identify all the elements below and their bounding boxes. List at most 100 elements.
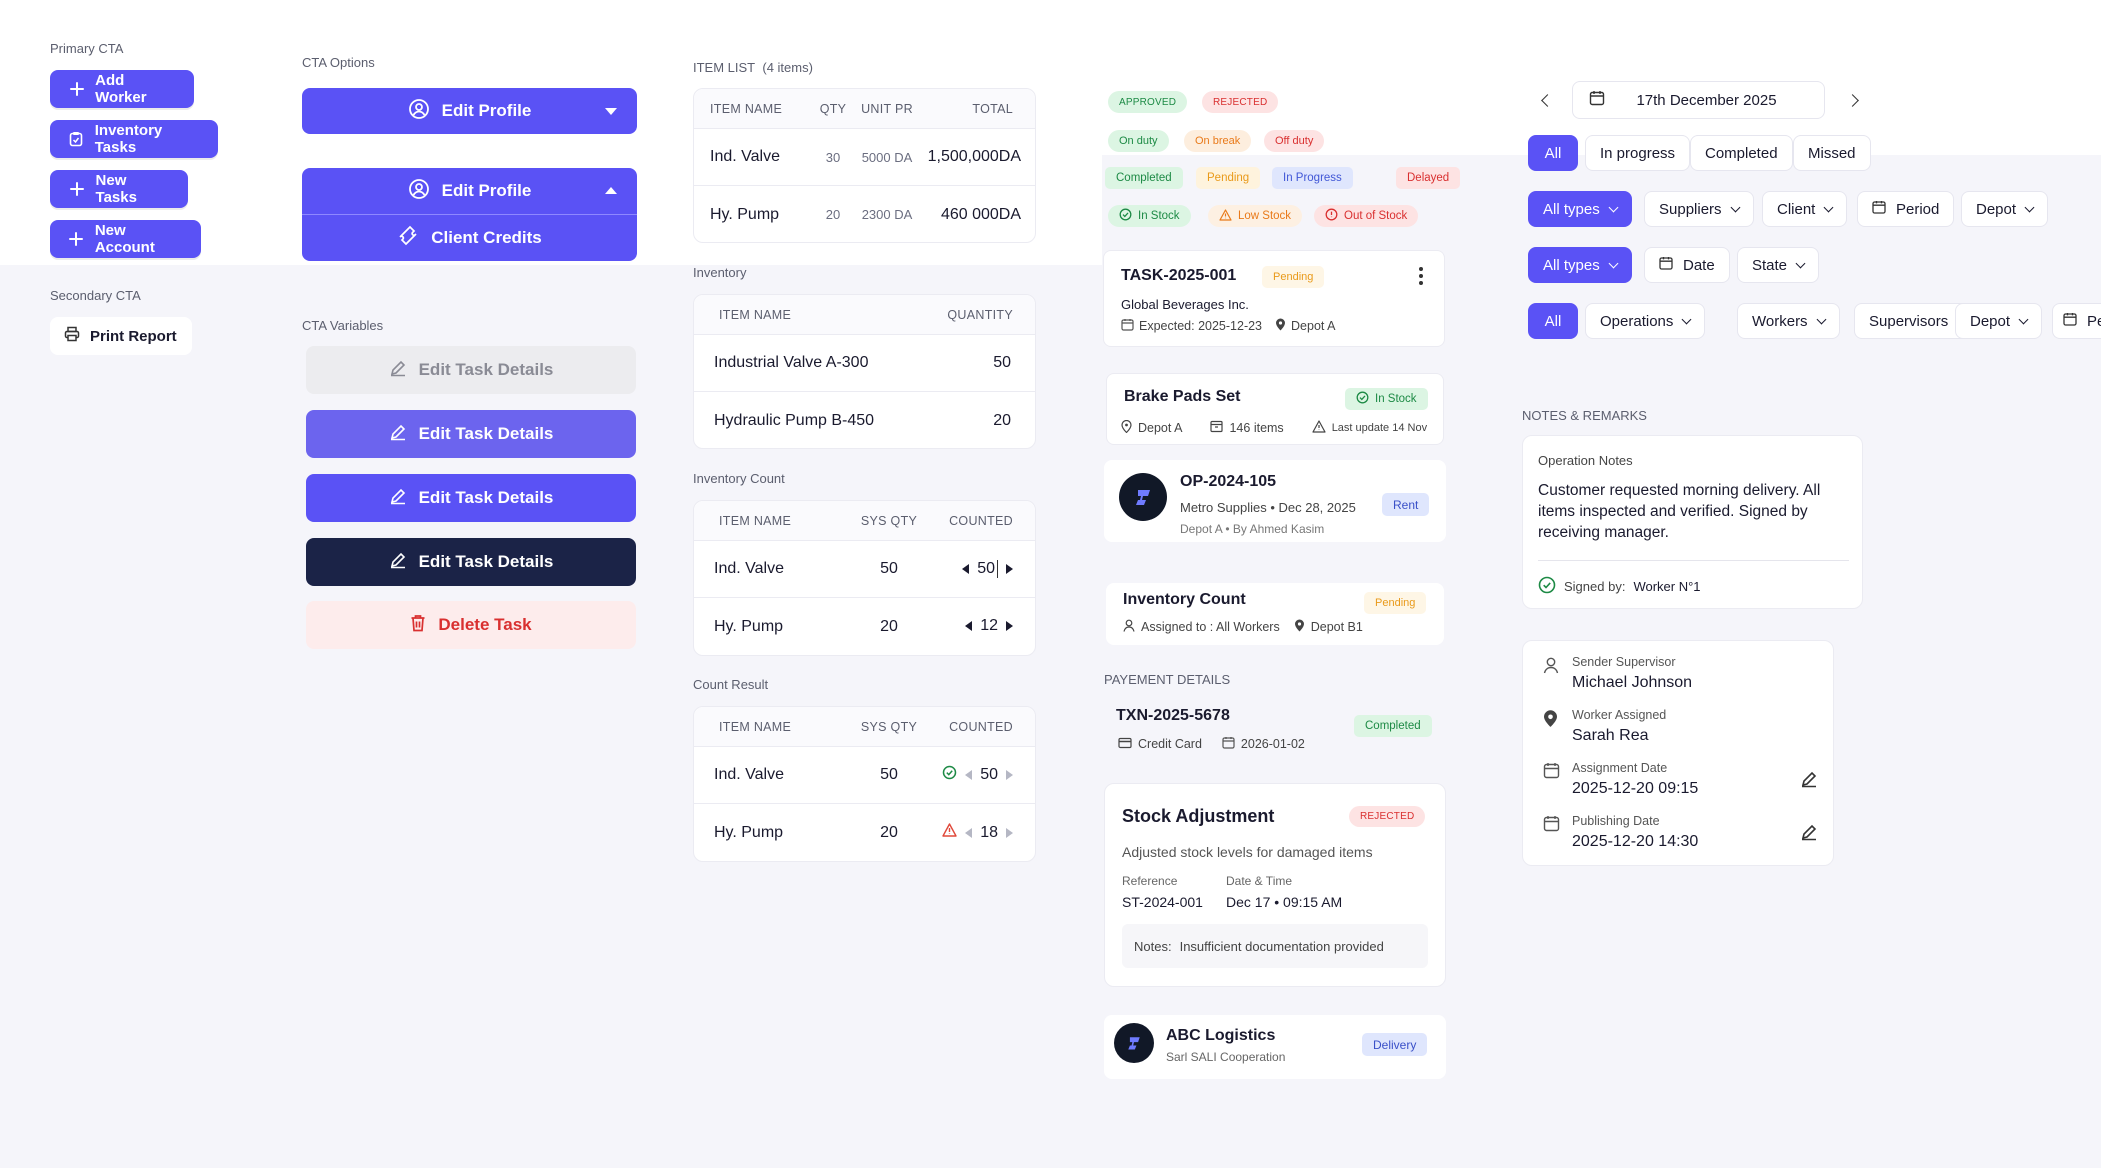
new-tasks-button[interactable]: New Tasks [50, 170, 188, 208]
increment-arrow-icon[interactable] [1006, 621, 1013, 631]
warning-icon [942, 823, 957, 842]
table-row[interactable]: Ind. Valve 50 50 [694, 541, 1035, 598]
filter-all-2[interactable]: All [1528, 303, 1578, 339]
filter-in-progress[interactable]: In progress [1585, 135, 1691, 171]
edit-profile-dropdown-open[interactable]: Edit Profile [302, 168, 637, 214]
table-row[interactable]: Industrial Valve A-300 50 [694, 335, 1035, 392]
table-row[interactable]: Ind. Valve 50 50 [694, 747, 1035, 804]
count-result-table: ITEM NAME SYS QTY COUNTED Ind. Valve 50 … [693, 706, 1036, 862]
task-card[interactable]: TASK-2025-001 Pending Global Beverages I… [1103, 250, 1445, 347]
counted-stepper[interactable]: 12 [965, 617, 1013, 635]
inventory-count-title: Inventory Count [693, 471, 785, 486]
credit-card-icon [1118, 737, 1132, 752]
filter-completed[interactable]: Completed [1690, 135, 1793, 171]
edit-task-disabled-button[interactable]: Edit Task Details [306, 346, 636, 394]
table-row[interactable]: Hy. Pump 20 2300 DA 460 000DA [694, 186, 1035, 243]
stock-card[interactable]: Brake Pads Set In Stock Depot A 146 item… [1106, 373, 1444, 445]
cell-name: Hy. Pump [714, 617, 784, 635]
filter-period-2[interactable]: Pe [2052, 303, 2101, 339]
more-vertical-icon[interactable] [1411, 265, 1431, 287]
filter-all[interactable]: All [1528, 135, 1578, 171]
counted-value[interactable]: 12 [980, 617, 998, 634]
filter-workers[interactable]: Workers [1737, 303, 1840, 339]
filter-client[interactable]: Client [1762, 191, 1848, 227]
payment-id: TXN-2025-5678 [1116, 707, 1230, 724]
table-row[interactable]: Ind. Valve 30 5000 DA 1,500,000DA [694, 129, 1035, 186]
filter-all-types[interactable]: All types [1528, 191, 1632, 227]
notes-divider [1538, 560, 1849, 561]
pencil-icon [389, 359, 407, 382]
edit-task-pressed-button[interactable]: Edit Task Details [306, 538, 636, 586]
chip-label: Pe [2087, 312, 2101, 330]
decrement-arrow-icon [965, 770, 973, 780]
counted-stepper[interactable]: 50 [962, 559, 1013, 578]
payment-date: 2026-01-02 [1240, 737, 1305, 751]
add-worker-button[interactable]: Add Worker [50, 70, 194, 108]
header-item-name: ITEM NAME [719, 719, 792, 734]
edit-profile-dropdown-closed[interactable]: Edit Profile [302, 88, 637, 134]
filter-missed[interactable]: Missed [1793, 135, 1871, 171]
chevron-down-icon [1795, 258, 1806, 268]
decrement-arrow-icon[interactable] [962, 563, 970, 574]
payment-card[interactable]: TXN-2025-5678 Completed Credit Card 2026… [1104, 697, 1446, 761]
chip-label: All types [1543, 256, 1600, 274]
cell-qty: 20 [825, 207, 841, 222]
new-account-button[interactable]: New Account [50, 220, 201, 258]
decrement-arrow-icon[interactable] [965, 621, 973, 631]
notes-section-label: NOTES & REMARKS [1522, 408, 1647, 423]
table-row[interactable]: Hy. Pump 20 12 [694, 598, 1035, 655]
chevron-down-icon [1730, 202, 1740, 212]
next-date-button[interactable] [1842, 87, 1862, 113]
delete-task-button[interactable]: Delete Task [306, 601, 636, 649]
date-picker[interactable]: 17th December 2025 [1572, 81, 1825, 119]
filter-suppliers[interactable]: Suppliers [1644, 191, 1754, 227]
new-tasks-label: New Tasks [95, 172, 137, 206]
inventory-tasks-button[interactable]: Inventory Tasks [50, 120, 218, 158]
inventory-table: ITEM NAME QUANTITY Industrial Valve A-30… [693, 294, 1036, 449]
filter-period[interactable]: Period [1857, 191, 1955, 227]
edit-task-hover-button[interactable]: Edit Task Details [306, 410, 636, 458]
filter-all-types-2[interactable]: All types [1528, 247, 1632, 283]
table-row[interactable]: Hydraulic Pump B-450 20 [694, 392, 1035, 449]
delayed-badge: Delayed [1396, 167, 1461, 189]
edit-task-pressed-label: Edit Task Details [418, 552, 554, 571]
inventory-count-card[interactable]: Inventory Count Pending Assigned to : Al… [1106, 583, 1444, 645]
edit-pencil-icon[interactable] [1800, 770, 1818, 793]
pencil-icon [389, 487, 407, 510]
check-circle-icon [1119, 208, 1132, 224]
stock-adjustment-card[interactable]: Stock Adjustment REJECTED Adjusted stock… [1104, 783, 1446, 987]
calendar-icon [1872, 200, 1886, 218]
table-row[interactable]: Hy. Pump 20 18 [694, 804, 1035, 861]
task-id: TASK-2025-001 [1121, 267, 1237, 284]
filter-operations[interactable]: Operations [1585, 303, 1706, 339]
filter-date[interactable]: Date [1644, 247, 1730, 283]
chevron-down-icon [2024, 202, 2035, 212]
cta-options-label: CTA Options [302, 55, 375, 70]
increment-arrow-icon[interactable] [1006, 563, 1013, 574]
edit-pencil-icon[interactable] [1800, 823, 1818, 846]
count-card-assigned: Assigned to : All Workers [1141, 620, 1280, 634]
chevron-down-icon [1823, 202, 1834, 212]
check-circle-icon [1538, 576, 1556, 597]
filter-state[interactable]: State [1737, 247, 1820, 283]
notes-value: Insufficient documentation provided [1179, 938, 1384, 954]
on-break-badge: On break [1184, 130, 1252, 152]
company-card[interactable]: ABC Logistics Sarl SALI Cooperation Deli… [1104, 1015, 1446, 1079]
counted-value[interactable]: 50 [977, 559, 998, 578]
operation-card[interactable]: OP-2024-105 Metro Supplies • Dec 28, 202… [1104, 460, 1446, 542]
print-report-button[interactable]: Print Report [50, 317, 192, 355]
item-list-table: ITEM NAME QTY UNIT PR TOTAL Ind. Valve 3… [693, 88, 1036, 243]
client-credits-option[interactable]: Client Credits [302, 215, 637, 261]
prev-date-button[interactable] [1537, 87, 1557, 113]
cell-sys: 50 [880, 560, 898, 577]
edit-task-disabled-label: Edit Task Details [418, 360, 554, 379]
pin-icon [1121, 419, 1132, 436]
signed-row: Signed by: Worker N°1 [1538, 576, 1701, 597]
edit-task-default-button[interactable]: Edit Task Details [306, 474, 636, 522]
increment-arrow-icon [1006, 770, 1013, 780]
stock-name: Brake Pads Set [1124, 388, 1241, 405]
header-total: TOTAL [972, 101, 1013, 116]
filter-depot-2[interactable]: Depot [1955, 303, 2043, 339]
cell-qty: 30 [825, 149, 841, 165]
filter-depot[interactable]: Depot [1961, 191, 2049, 227]
